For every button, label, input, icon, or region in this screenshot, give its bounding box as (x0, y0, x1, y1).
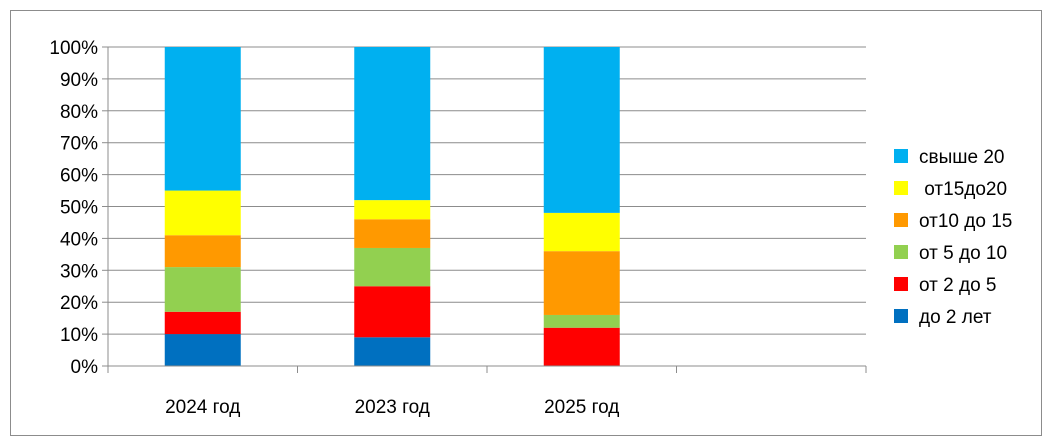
y-tick-label: 10% (60, 325, 98, 346)
y-tick-label: 80% (60, 102, 98, 123)
x-tick-labels: 2024 год 2023 год 2025 год (165, 397, 619, 418)
bars (164, 47, 620, 366)
bar-segment (354, 200, 431, 220)
legend-swatch (894, 181, 908, 195)
legend-label: свыше 20 (919, 147, 1004, 168)
legend-label: от 2 до 5 (919, 275, 996, 296)
bar-segment (543, 47, 620, 213)
bar-segment (354, 337, 431, 366)
bar-segment (164, 235, 241, 268)
y-tick-label: 70% (60, 134, 98, 155)
axes (102, 46, 867, 373)
bar-segment (164, 311, 241, 335)
x-tick-label: 2025 год (544, 397, 619, 418)
bar-segment (354, 47, 431, 201)
y-tick-label: 40% (60, 229, 98, 250)
y-tick-label: 60% (60, 166, 98, 187)
bar-segment (543, 212, 620, 252)
bar-segment (543, 314, 620, 328)
bar-segment (164, 47, 241, 191)
legend-swatch (894, 245, 908, 259)
y-tick-label: 0% (71, 357, 99, 378)
legend-swatch (894, 149, 908, 163)
legend-label: от10 до 15 (919, 211, 1012, 232)
y-tick-label: 30% (60, 261, 98, 282)
bar-segment (164, 267, 241, 312)
legend: свыше 20 от15до20 от10 до 15 от 5 до 10 от … (894, 147, 1012, 328)
bar-segment (164, 190, 241, 236)
legend-swatch (894, 277, 908, 291)
legend-swatch (894, 309, 908, 323)
x-tick-label: 2023 год (355, 397, 430, 418)
bar-segment (354, 247, 431, 287)
legend-swatch (894, 213, 908, 227)
bar-segment (354, 286, 431, 338)
bar-segment (543, 251, 620, 315)
y-tick-label: 50% (60, 198, 98, 219)
y-tick-label: 20% (60, 293, 98, 314)
bar-segment (543, 327, 620, 366)
legend-label: от 5 до 10 (919, 243, 1007, 264)
legend-label: от15до20 (919, 179, 1007, 200)
y-tick-labels: 0% 10% 20% 30% 40% 50% 60% 70% 80% 90% 100% (49, 38, 98, 378)
bar-segment (164, 334, 241, 366)
legend-label: до 2 лет (919, 307, 992, 328)
y-tick-label: 100% (49, 38, 98, 59)
bar-segment (354, 219, 431, 248)
y-tick-label: 90% (60, 70, 98, 91)
x-tick-label: 2024 год (165, 397, 240, 418)
